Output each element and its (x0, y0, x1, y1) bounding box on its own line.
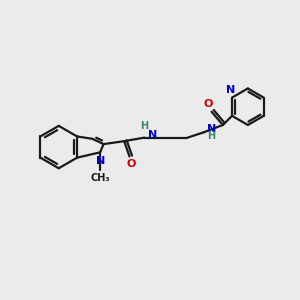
Text: N: N (148, 130, 157, 140)
Text: CH₃: CH₃ (90, 173, 110, 183)
Text: N: N (96, 157, 105, 166)
Text: H: H (207, 131, 215, 141)
Text: O: O (126, 159, 136, 170)
Text: H: H (140, 121, 148, 131)
Text: N: N (226, 85, 235, 95)
Text: O: O (203, 99, 213, 109)
Text: N: N (207, 124, 217, 134)
